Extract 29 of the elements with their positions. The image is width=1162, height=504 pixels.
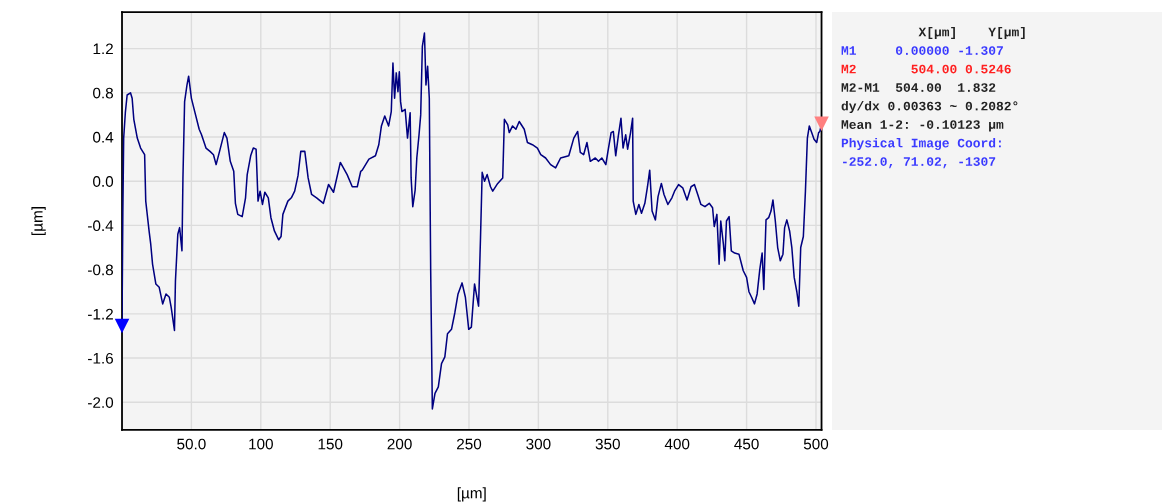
y-axis-title: [µm] xyxy=(31,207,46,235)
text: M1 0.00000 -1.307 xyxy=(841,46,1003,55)
x-tick-label: 250 xyxy=(457,438,482,450)
x-tick-label: 50.0 xyxy=(177,438,206,450)
x-tick-label: 150 xyxy=(318,438,343,450)
text: M2 504.00 0.5246 xyxy=(841,64,1011,74)
y-tick-label: 0.4 xyxy=(93,131,114,143)
y-tick-label: 1.2 xyxy=(93,43,113,55)
x-axis-title: [µm] xyxy=(457,487,486,502)
x-tick-label: 350 xyxy=(595,438,620,450)
y-tick-label: -0.8 xyxy=(88,264,114,276)
x-tick-label: 450 xyxy=(734,438,759,450)
text: -252.0, 71.02, -1307 xyxy=(843,157,996,169)
text: M2-M1 504.00 1.832 xyxy=(841,83,996,92)
y-tick-label: 0.0 xyxy=(93,176,114,187)
text: Mean 1-2: -0.10123 µm xyxy=(841,120,1004,132)
text: Physical Image Coord: xyxy=(841,137,1001,151)
x-tick-label: 300 xyxy=(526,438,551,450)
text: X[µm] Y[µm] xyxy=(918,26,1025,40)
y-tick-label: 0.8 xyxy=(93,87,114,99)
x-tick-label: 200 xyxy=(387,438,412,450)
y-tick-label: -0.4 xyxy=(88,220,114,232)
x-tick-label: 500 xyxy=(803,438,829,450)
y-tick-label: -2.0 xyxy=(88,397,114,408)
x-tick-label: 400 xyxy=(664,438,690,450)
y-tick-label: -1.2 xyxy=(88,308,113,320)
text: dy/dx 0.00363 ~ 0.2082° xyxy=(841,100,1018,114)
x-tick-label: 100 xyxy=(249,438,273,450)
y-tick-label: -1.6 xyxy=(88,352,114,364)
